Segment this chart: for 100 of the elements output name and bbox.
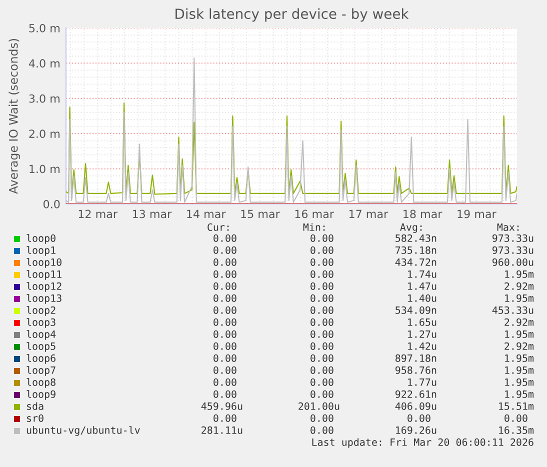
text: 0.00 xyxy=(310,390,334,398)
text: Cur: xyxy=(208,223,229,231)
text: 0.00 xyxy=(310,306,334,314)
text: 1.95m xyxy=(505,390,534,398)
legend-label: loop13 xyxy=(26,294,62,304)
legend-label: sr0 xyxy=(27,414,44,422)
text: 0.00 xyxy=(214,354,236,362)
legend-label: loop1 xyxy=(26,246,56,256)
y-tick-label: 5.0 m xyxy=(29,24,60,32)
text: 0.00 xyxy=(310,354,334,362)
text: 2.92m xyxy=(504,318,534,326)
y-tick-label: 1.0 m xyxy=(30,164,60,174)
text: 0.00 xyxy=(214,378,236,386)
legend-label: sda xyxy=(27,402,44,410)
text: 0.00 xyxy=(214,342,236,350)
legend-label: loop9 xyxy=(26,390,56,400)
legend-label: loop0 xyxy=(26,234,56,244)
text: 0.00 xyxy=(214,294,236,302)
text: Min: xyxy=(303,223,325,231)
text: 1.40u xyxy=(408,294,436,302)
text: 1.74u xyxy=(408,270,436,278)
text: 1.95m xyxy=(505,366,534,374)
text: 453.33u xyxy=(492,306,534,314)
chart-title: Disk latency per device - by week xyxy=(176,8,409,22)
text: 0.00 xyxy=(214,270,236,278)
legend-label: loop5 xyxy=(26,342,56,352)
text: 0.00 xyxy=(310,234,334,242)
text: 2.92m xyxy=(504,282,534,290)
text: 1.95m xyxy=(505,270,534,278)
text: 16.35m xyxy=(499,426,534,434)
y-tick-label: 4.0 m xyxy=(28,59,60,68)
text: 0.00 xyxy=(214,258,236,266)
text: 0.00 xyxy=(504,414,528,422)
x-tick-label: 19 mar xyxy=(458,210,496,218)
text: Max: xyxy=(497,223,519,231)
text: 973.33u xyxy=(492,246,534,254)
text: Last update: Fri Mar 20 06:00:11 2026 xyxy=(312,438,534,448)
text: 0.00 xyxy=(214,282,236,290)
y-tick-label: 2.0 m xyxy=(29,130,60,138)
text: 0.00 xyxy=(214,306,236,314)
legend-label: loop3 xyxy=(26,318,56,328)
legend-label: loop11 xyxy=(26,270,62,280)
text: 0.00 xyxy=(310,318,334,326)
x-tick-label: 14 mar xyxy=(187,210,226,218)
text: 922.61n xyxy=(395,390,436,398)
text: 897.18n xyxy=(395,354,436,362)
x-tick-label: 12 mar xyxy=(78,210,118,218)
legend-label: loop7 xyxy=(26,366,56,376)
text: 0.00 xyxy=(310,378,334,386)
x-tick-label: 16 mar xyxy=(295,210,334,218)
legend-label: loop4 xyxy=(26,330,56,340)
text: 0.00 xyxy=(310,258,334,266)
legend-label: loop12 xyxy=(26,282,62,292)
text: 1.42u xyxy=(408,342,436,350)
text: 534.09n xyxy=(396,306,436,314)
text: 169.26u xyxy=(396,426,436,434)
text: 1.95m xyxy=(505,330,534,338)
text: 1.47u xyxy=(408,282,436,290)
text: 0.00 xyxy=(408,414,430,422)
text: 2.92m xyxy=(504,342,534,350)
x-tick-label: 17 mar xyxy=(349,210,388,218)
text: 0.00 xyxy=(214,366,236,374)
text: 0.00 xyxy=(310,342,334,350)
text: 1.27u xyxy=(408,330,436,338)
y-tick-label: 3.0 m xyxy=(29,94,60,103)
text: 406.09u xyxy=(395,402,436,410)
legend-label: loop2 xyxy=(26,306,56,316)
text: 960.00u xyxy=(492,258,534,266)
text: 1.77u xyxy=(408,378,436,386)
text: 434.72n xyxy=(395,258,436,266)
x-tick-label: 18 mar xyxy=(404,210,442,218)
text: 201.00u xyxy=(298,402,340,410)
text: 281.11u xyxy=(202,426,242,434)
text: 958.76n xyxy=(395,366,436,374)
text: 0.00 xyxy=(310,246,334,254)
text: 0.00 xyxy=(310,426,334,434)
text: 0.00 xyxy=(214,318,236,326)
text: 0.00 xyxy=(310,282,334,290)
text: 1.95m xyxy=(505,354,534,362)
text: 973.33u xyxy=(492,234,534,242)
text: 0.00 xyxy=(310,366,334,374)
x-tick-label: 15 mar xyxy=(241,210,280,218)
legend-label: loop8 xyxy=(26,378,56,388)
text: 459.96u xyxy=(201,402,242,410)
legend-label: ubuntu-vg/ubuntu-lv xyxy=(26,426,140,436)
text: 1.95m xyxy=(505,378,534,386)
text: Avg: xyxy=(400,223,422,233)
text: 0.00 xyxy=(310,270,334,278)
text: 0.00 xyxy=(214,330,236,338)
text: 1.95m xyxy=(505,294,534,302)
x-tick-label: 13 mar xyxy=(132,210,172,218)
text: 735.18n xyxy=(396,246,436,254)
text: 582.43n xyxy=(396,234,436,242)
y-axis-title: Average IO Wait (seconds) xyxy=(8,38,20,194)
legend-label: loop10 xyxy=(26,258,62,268)
text: 0.00 xyxy=(310,414,334,422)
text: 0.00 xyxy=(214,390,236,398)
text: 0.00 xyxy=(214,246,236,254)
text: 1.65u xyxy=(408,318,436,326)
y-tick-label: 0.0 xyxy=(44,200,60,208)
